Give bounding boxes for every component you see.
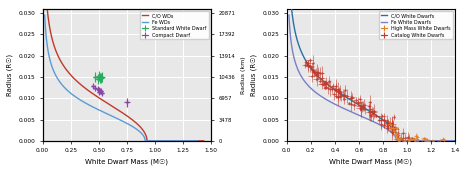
Y-axis label: Radius (R☉): Radius (R☉): [250, 54, 256, 96]
Y-axis label: Radius (R☉): Radius (R☉): [6, 54, 13, 96]
Legend: C/O WDs, Fe WDs, Standard White Dwarf, Compact Dwarf: C/O WDs, Fe WDs, Standard White Dwarf, C…: [140, 11, 209, 39]
Y-axis label: Radius (km): Radius (km): [241, 56, 246, 94]
Legend: C/O White Dwarfs, Fe White Dwarfs, High Mass White Dwarfs, Catalog White Dwarfs: C/O White Dwarfs, Fe White Dwarfs, High …: [379, 11, 453, 39]
X-axis label: White Dwarf Mass (M☉): White Dwarf Mass (M☉): [329, 159, 412, 165]
X-axis label: White Dwarf Mass (M☉): White Dwarf Mass (M☉): [85, 159, 168, 165]
